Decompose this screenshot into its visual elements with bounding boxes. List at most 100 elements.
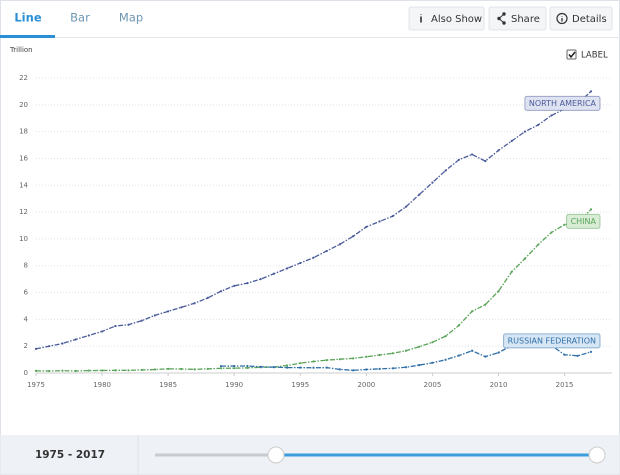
point xyxy=(378,353,381,357)
series-label-box xyxy=(566,213,601,229)
tab[interactable]: Map xyxy=(119,11,143,25)
point xyxy=(167,310,170,313)
point xyxy=(497,351,500,354)
point xyxy=(285,267,289,270)
point xyxy=(431,341,434,344)
point xyxy=(87,369,90,372)
icon xyxy=(556,12,568,25)
point xyxy=(312,360,315,363)
point xyxy=(338,368,342,371)
y-tick-label: 16 xyxy=(19,154,28,162)
point xyxy=(48,369,51,373)
point xyxy=(537,123,540,127)
y-tick-label: 8 xyxy=(24,262,28,270)
point xyxy=(510,139,513,143)
point xyxy=(219,367,223,370)
series-label-box xyxy=(503,333,601,349)
series-label-text: CHINA xyxy=(571,217,597,226)
y-tick-label: 0 xyxy=(24,369,28,377)
series-label: CHINA xyxy=(566,213,601,229)
icon xyxy=(497,12,506,25)
point xyxy=(206,367,209,370)
point xyxy=(444,335,447,338)
point xyxy=(61,369,64,372)
point xyxy=(404,205,408,208)
point xyxy=(233,284,236,287)
y-tick-label: 6 xyxy=(24,289,29,297)
point xyxy=(153,314,157,317)
x-tick-label: 2005 xyxy=(424,381,442,389)
point xyxy=(378,220,381,223)
button-label[interactable]: Also Show xyxy=(431,14,482,25)
point xyxy=(153,368,157,371)
button-bar: Also Show Share Details xyxy=(408,6,613,31)
button-label[interactable]: Details xyxy=(572,14,607,25)
slider-handle-start[interactable] xyxy=(267,446,285,464)
series-label: RUSSIAN FEDERATION xyxy=(503,333,601,349)
point xyxy=(219,365,223,368)
point xyxy=(418,193,421,196)
point xyxy=(299,366,302,369)
point xyxy=(219,290,223,293)
point xyxy=(193,302,196,305)
point xyxy=(550,114,553,117)
point xyxy=(404,366,408,369)
slider-handle-end[interactable] xyxy=(588,446,606,464)
point xyxy=(352,235,355,238)
point xyxy=(484,160,487,163)
point xyxy=(589,350,593,353)
point xyxy=(87,334,90,337)
y-unit: Trillion xyxy=(9,46,33,54)
point xyxy=(497,149,500,152)
series-label: NORTH AMERICA xyxy=(524,95,601,111)
point xyxy=(431,361,434,364)
point xyxy=(312,256,315,259)
point xyxy=(589,208,593,211)
point xyxy=(272,366,275,369)
point xyxy=(365,368,368,371)
range-label: 1975 - 2017 xyxy=(35,449,105,461)
checkbox-label[interactable]: LABEL xyxy=(581,51,608,61)
tab-underline xyxy=(0,35,55,38)
point xyxy=(338,243,342,246)
point xyxy=(180,367,183,371)
tab[interactable]: Line xyxy=(14,11,41,25)
point xyxy=(180,306,183,309)
point xyxy=(589,90,593,93)
point xyxy=(74,338,77,341)
checkbox[interactable] xyxy=(566,49,577,60)
point xyxy=(497,290,500,293)
point xyxy=(391,367,394,370)
point xyxy=(259,365,262,368)
tab[interactable]: Bar xyxy=(70,11,90,25)
point xyxy=(484,303,487,306)
point xyxy=(127,323,130,326)
x-tick-label: 1975 xyxy=(27,381,45,389)
point xyxy=(48,345,51,348)
point xyxy=(484,355,487,358)
point xyxy=(444,169,447,172)
point xyxy=(206,296,209,300)
series-label-text: RUSSIAN FEDERATION xyxy=(508,336,596,345)
label-toggle[interactable]: LABEL xyxy=(566,49,608,61)
checkmark xyxy=(568,51,576,59)
x-tick-label: 1995 xyxy=(291,381,309,389)
point xyxy=(537,243,540,246)
point xyxy=(510,270,513,273)
x-tick-label: 2010 xyxy=(490,381,508,389)
button[interactable] xyxy=(408,6,485,31)
x-tick-label: 2000 xyxy=(357,381,375,389)
point xyxy=(470,349,474,352)
point xyxy=(114,369,117,372)
point xyxy=(100,369,104,372)
button[interactable] xyxy=(549,6,613,31)
icon-line xyxy=(498,13,505,24)
point xyxy=(246,282,249,285)
y-tick-label: 4 xyxy=(24,315,29,323)
plot: 0 2 4 6 8 10 12 14 16 18 20 22 1975 1980 1985 1990 1995 2… xyxy=(19,74,612,389)
point xyxy=(378,367,381,370)
point xyxy=(457,354,460,357)
point xyxy=(299,261,302,265)
button-label[interactable]: Share xyxy=(511,14,540,25)
